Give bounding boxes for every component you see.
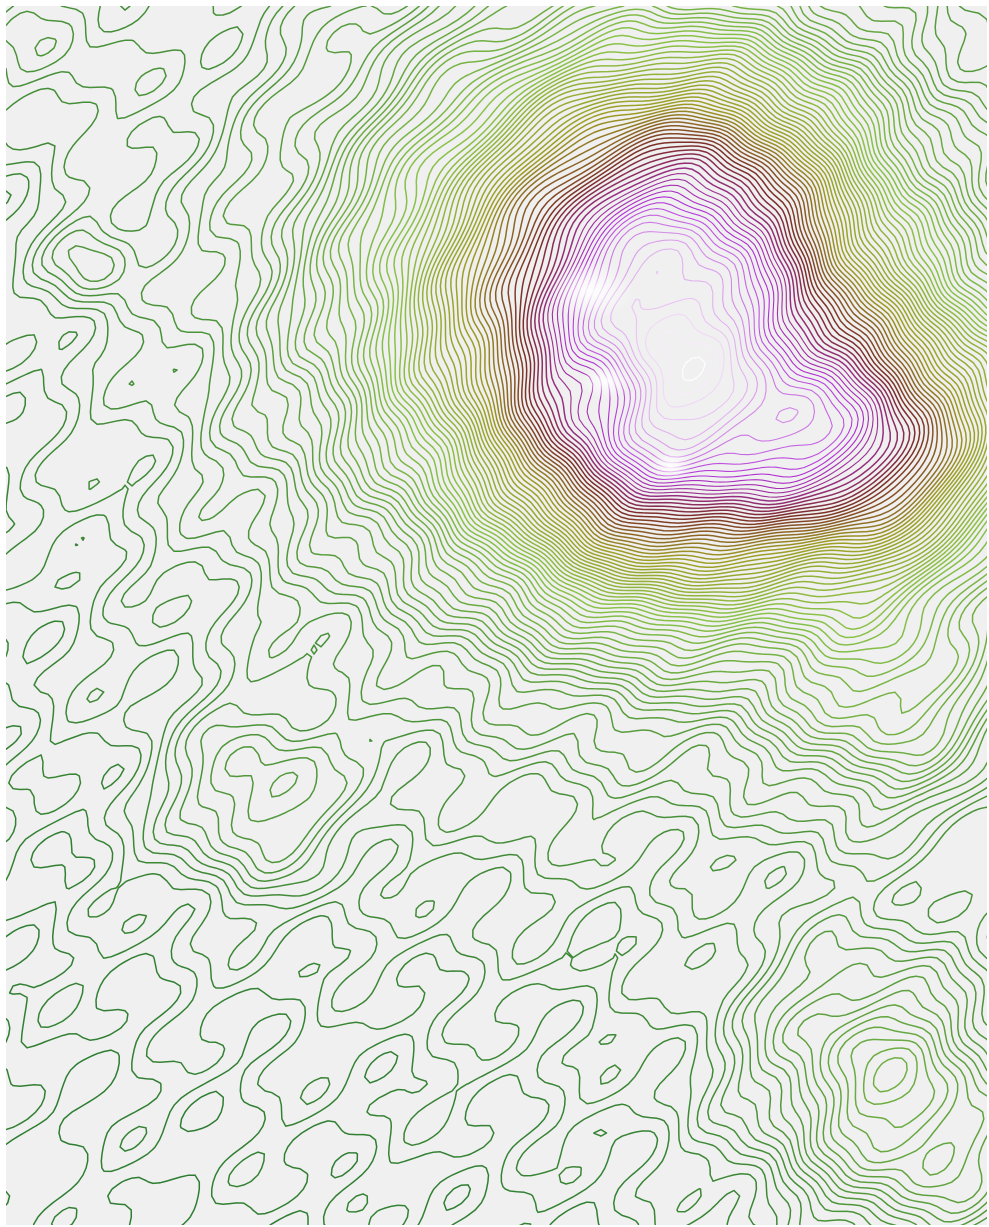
contour-line: [365, 14, 987, 665]
contour-line: [489, 121, 943, 540]
contour-line: [403, 49, 987, 610]
contour-line: [265, 6, 987, 1204]
contour-line: [408, 53, 987, 606]
contour-line: [347, 6, 987, 693]
contour-line: [514, 137, 925, 526]
contour-line: [286, 6, 987, 1176]
contour-line: [450, 92, 980, 573]
contour-line: [483, 117, 948, 544]
contour-line: [444, 88, 983, 576]
contour-line: [393, 39, 987, 631]
contour-line: [474, 110, 958, 552]
contour-line: [6, 620, 659, 1225]
contour-line: [547, 173, 879, 498]
contour-line: [465, 103, 968, 560]
contour-line: [526, 149, 911, 516]
contour-line: [329, 6, 987, 736]
contour-line: [461, 99, 972, 564]
contour-line: [246, 6, 987, 1223]
contour-line: [322, 6, 987, 1093]
topographic-contour-map[interactable]: [6, 6, 987, 1225]
contour-line: [337, 6, 987, 714]
contour-line: [208, 6, 987, 1225]
contour-line: [522, 145, 916, 519]
contour-line: [34, 6, 987, 1225]
contour-line: [600, 239, 759, 451]
contour-line: [435, 80, 987, 584]
contour-line: [255, 6, 987, 1214]
crater-icon: [580, 363, 632, 399]
contour-line: [378, 26, 987, 646]
contour-line: [518, 141, 921, 522]
contour-lines: [6, 6, 987, 1225]
mountain-peak-icon: [549, 261, 633, 321]
terrain-features: [549, 261, 693, 482]
contour-line: [500, 128, 934, 532]
contour-line: [6, 6, 987, 1225]
contour-line: [479, 114, 953, 548]
contour-line: [644, 313, 725, 408]
contour-line: [469, 107, 963, 556]
contour-line: [426, 71, 987, 590]
contour-line: [277, 6, 987, 1188]
contour-line: [455, 96, 976, 569]
contour-line: [303, 6, 987, 1129]
contour-line: [534, 157, 899, 509]
contour-line: [6, 6, 987, 1225]
contour-line: [385, 34, 987, 639]
contour-line: [6, 190, 741, 1225]
contour-line: [631, 270, 735, 421]
contour-line: [6, 6, 792, 1225]
contour-line: [421, 66, 987, 594]
contour-line: [538, 162, 891, 506]
contour-line: [413, 57, 987, 602]
contour-line: [359, 8, 987, 677]
contour-line: [6, 173, 758, 1225]
contour-line: [313, 6, 987, 1105]
contour-line: [494, 124, 939, 536]
contour-line: [6, 725, 601, 1225]
contour-line: [657, 330, 717, 396]
contour-line: [372, 20, 987, 653]
contour-line: [222, 6, 987, 1225]
contour-line: [417, 61, 987, 598]
contour-line: [530, 153, 905, 513]
contour-line: [682, 356, 706, 381]
contour-line: [439, 84, 987, 580]
contour-line: [398, 45, 987, 619]
contour-line: [6, 924, 472, 1225]
contour-line: [430, 75, 987, 587]
contour-line: [6, 6, 987, 1225]
ridge-icon: [649, 450, 693, 482]
contour-line: [294, 6, 987, 1153]
contour-line: [6, 160, 778, 1225]
contour-line: [507, 132, 930, 529]
